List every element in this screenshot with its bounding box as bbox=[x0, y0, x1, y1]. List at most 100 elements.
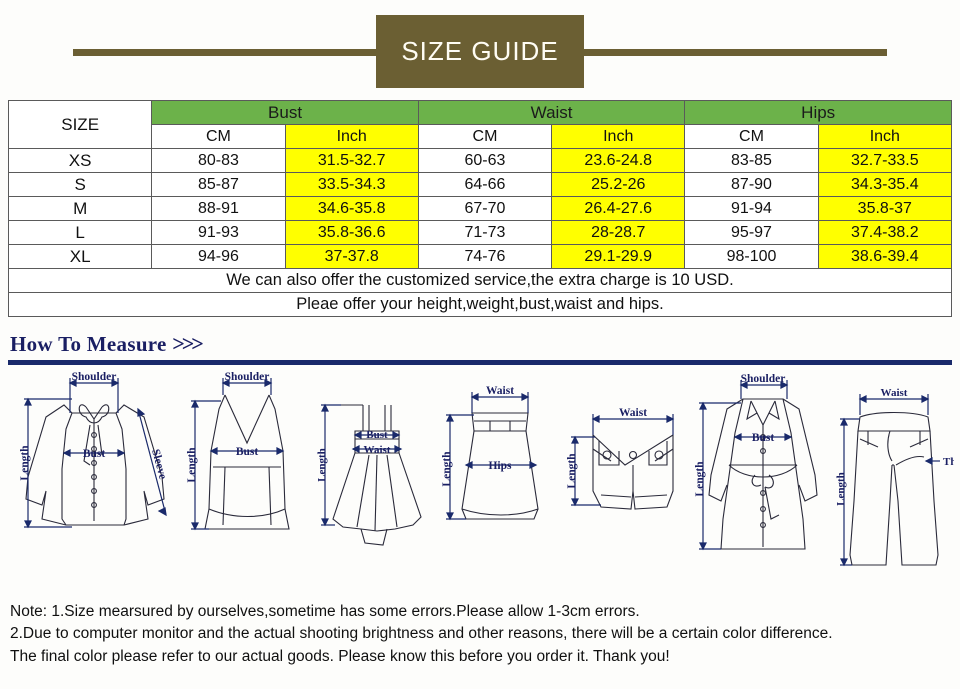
row-size-xs: XS bbox=[7, 148, 153, 173]
cell-m-hips-cm: 91-94 bbox=[684, 196, 819, 221]
label-waist: Waist bbox=[363, 444, 390, 456]
cell-xs-bust-inch: 31.5-32.7 bbox=[284, 148, 419, 173]
header-unit-bust-cm: CM bbox=[151, 124, 286, 149]
page-title: SIZE GUIDE bbox=[376, 14, 584, 88]
cell-s-waist-inch: 25.2-26 bbox=[551, 172, 686, 197]
note-line-1: Note: 1.Size mearsured by ourselves,some… bbox=[10, 603, 640, 620]
header-unit-hips-cm: CM bbox=[684, 124, 819, 149]
bottom-notes: Note: 1.Size mearsured by ourselves,some… bbox=[0, 597, 960, 668]
label-shoulder: Shoulder bbox=[72, 371, 117, 383]
row-size-s: S bbox=[7, 172, 153, 197]
figure-skirt: Waist Hips Length bbox=[440, 369, 560, 591]
table-header-groups: SIZE Bust Waist Hips bbox=[7, 100, 952, 149]
cell-m-waist-cm: 67-70 bbox=[417, 196, 553, 221]
label-bust: Bust bbox=[751, 432, 774, 444]
cell-xl-waist-inch: 29.1-29.9 bbox=[551, 244, 686, 269]
custom-service-note: We can also offer the customized service… bbox=[8, 268, 952, 293]
label-length: Length bbox=[19, 445, 31, 481]
how-to-measure-label: How To Measure bbox=[10, 332, 167, 356]
banner-rule-right bbox=[547, 49, 887, 56]
how-to-measure-heading: How To Measure >>> bbox=[10, 331, 960, 357]
section-divider bbox=[8, 360, 952, 365]
table-row: S 85-87 33.5-34.3 64-66 25.2-26 87-90 34… bbox=[7, 172, 953, 197]
label-waist: Waist bbox=[619, 407, 647, 419]
label-thigh: Thigh bbox=[943, 456, 954, 468]
header-unit-bust-inch: Inch bbox=[284, 124, 419, 149]
size-table: SIZE Bust Waist Hips CM Inch CM Inch CM … bbox=[7, 100, 953, 317]
table-row: M 88-91 34.6-35.8 67-70 26.4-27.6 91-94 … bbox=[7, 196, 953, 221]
note-line-2: 2.Due to computer monitor and the actual… bbox=[10, 625, 833, 643]
label-waist: Waist bbox=[486, 385, 514, 397]
figure-pants: Waist Thigh Length bbox=[834, 369, 954, 591]
cell-l-hips-inch: 37.4-38.2 bbox=[817, 220, 953, 245]
cell-xl-bust-cm: 94-96 bbox=[151, 244, 286, 269]
cell-s-hips-inch: 34.3-35.4 bbox=[817, 172, 953, 197]
cell-xs-waist-cm: 60-63 bbox=[417, 148, 553, 173]
figure-coat: Shoulder Bust Length bbox=[695, 369, 831, 591]
cell-m-hips-inch: 35.8-37 bbox=[817, 196, 953, 221]
cell-xs-bust-cm: 80-83 bbox=[151, 148, 286, 173]
cell-xs-hips-inch: 32.7-33.5 bbox=[817, 148, 953, 173]
measurements-request-note: Pleae offer your height,weight,bust,wais… bbox=[8, 292, 952, 317]
table-note-row: We can also offer the customized service… bbox=[8, 268, 952, 293]
page-banner: SIZE GUIDE bbox=[0, 0, 960, 100]
label-shoulder: Shoulder bbox=[740, 373, 785, 385]
cell-m-bust-inch: 34.6-35.8 bbox=[284, 196, 419, 221]
label-length: Length bbox=[186, 447, 198, 483]
banner-rule-left bbox=[73, 49, 413, 56]
label-length: Length bbox=[566, 453, 578, 489]
label-waist: Waist bbox=[881, 387, 908, 399]
cell-m-waist-inch: 26.4-27.6 bbox=[551, 196, 686, 221]
chevron-right-icon: >>> bbox=[172, 331, 204, 356]
figure-shorts: Waist Length bbox=[563, 369, 691, 591]
label-bust: Bust bbox=[236, 446, 259, 458]
figure-dress: Bust Waist Length bbox=[317, 369, 437, 591]
label-bust: Bust bbox=[83, 448, 106, 460]
garment-figures: Shoulder Bust Length Sleeve bbox=[0, 365, 960, 597]
row-size-m: M bbox=[7, 196, 153, 221]
table-row: L 91-93 35.8-36.6 71-73 28-28.7 95-97 37… bbox=[7, 220, 953, 245]
table-body: XS 80-83 31.5-32.7 60-63 23.6-24.8 83-85… bbox=[7, 148, 953, 317]
cell-xs-hips-cm: 83-85 bbox=[684, 148, 819, 173]
figure-blouse: Shoulder Bust Length Sleeve bbox=[6, 369, 182, 591]
row-size-xl: XL bbox=[7, 244, 153, 269]
label-length: Length bbox=[695, 461, 706, 497]
header-unit-hips-inch: Inch bbox=[817, 124, 953, 149]
cell-l-bust-cm: 91-93 bbox=[151, 220, 286, 245]
cell-xl-bust-inch: 37-37.8 bbox=[284, 244, 419, 269]
cell-m-bust-cm: 88-91 bbox=[151, 196, 286, 221]
figure-camisole: Shoulder Bust Length bbox=[185, 369, 313, 591]
header-unit-waist-cm: CM bbox=[417, 124, 553, 149]
table-row: XS 80-83 31.5-32.7 60-63 23.6-24.8 83-85… bbox=[7, 148, 953, 173]
row-size-l: L bbox=[7, 220, 153, 245]
table-note-row: Pleae offer your height,weight,bust,wais… bbox=[8, 292, 952, 317]
cell-s-bust-cm: 85-87 bbox=[151, 172, 286, 197]
cell-s-hips-cm: 87-90 bbox=[684, 172, 819, 197]
header-group-bust: Bust bbox=[151, 100, 419, 125]
header-size: SIZE bbox=[7, 100, 153, 149]
label-length: Length bbox=[317, 448, 328, 482]
cell-l-bust-inch: 35.8-36.6 bbox=[284, 220, 419, 245]
label-hips: Hips bbox=[488, 460, 512, 472]
header-group-hips: Hips bbox=[684, 100, 952, 125]
cell-l-waist-cm: 71-73 bbox=[417, 220, 553, 245]
header-unit-waist-inch: Inch bbox=[551, 124, 686, 149]
header-group-waist: Waist bbox=[417, 100, 686, 125]
note-line-3: The final color please refer to our actu… bbox=[10, 647, 670, 665]
cell-l-waist-inch: 28-28.7 bbox=[551, 220, 686, 245]
table-head: SIZE Bust Waist Hips CM Inch CM Inch CM … bbox=[7, 100, 953, 149]
cell-xl-waist-cm: 74-76 bbox=[417, 244, 553, 269]
cell-xl-hips-inch: 38.6-39.4 bbox=[817, 244, 953, 269]
label-bust: Bust bbox=[366, 429, 388, 441]
table-row: XL 94-96 37-37.8 74-76 29.1-29.9 98-100 … bbox=[7, 244, 953, 269]
label-length: Length bbox=[441, 451, 453, 487]
cell-l-hips-cm: 95-97 bbox=[684, 220, 819, 245]
cell-xs-waist-inch: 23.6-24.8 bbox=[551, 148, 686, 173]
label-length: Length bbox=[835, 472, 847, 506]
label-shoulder: Shoulder bbox=[225, 371, 270, 383]
table-header-units: CM Inch CM Inch CM Inch bbox=[9, 124, 953, 149]
cell-s-bust-inch: 33.5-34.3 bbox=[284, 172, 419, 197]
cell-s-waist-cm: 64-66 bbox=[417, 172, 553, 197]
size-table-wrapper: SIZE Bust Waist Hips CM Inch CM Inch CM … bbox=[0, 100, 960, 317]
cell-xl-hips-cm: 98-100 bbox=[684, 244, 819, 269]
